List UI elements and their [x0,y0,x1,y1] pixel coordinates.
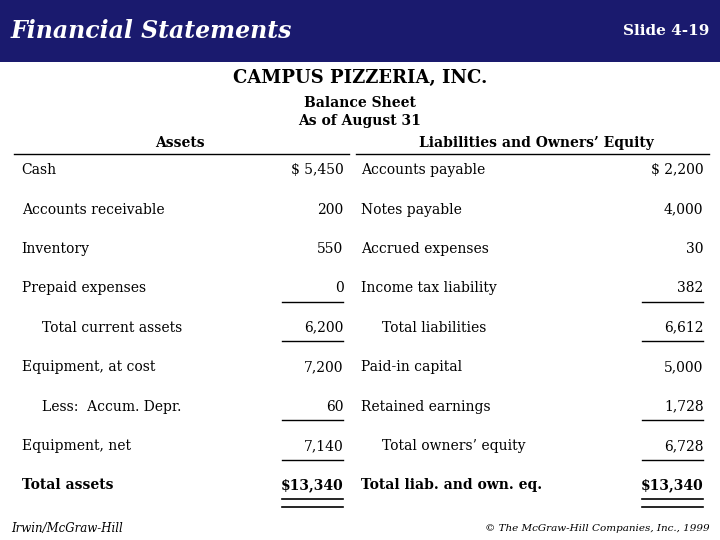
Text: Irwin/McGraw-Hill: Irwin/McGraw-Hill [11,522,122,535]
Text: Total owners’ equity: Total owners’ equity [382,439,525,453]
Text: 6,200: 6,200 [304,321,343,335]
Text: 550: 550 [318,242,343,256]
Text: Assets: Assets [156,136,204,150]
Text: 382: 382 [678,281,703,295]
Text: $ 5,450: $ 5,450 [291,163,343,177]
Text: Accrued expenses: Accrued expenses [361,242,490,256]
Text: Total liabilities: Total liabilities [382,321,486,335]
Text: $13,340: $13,340 [641,478,703,492]
Text: 5,000: 5,000 [664,360,703,374]
Text: 0: 0 [335,281,343,295]
Text: Retained earnings: Retained earnings [361,400,491,414]
Text: Equipment, net: Equipment, net [22,439,130,453]
Text: Accounts receivable: Accounts receivable [22,202,164,217]
Text: Slide 4-19: Slide 4-19 [623,24,709,38]
Text: © The McGraw-Hill Companies, Inc., 1999: © The McGraw-Hill Companies, Inc., 1999 [485,524,709,532]
Text: Less:  Accum. Depr.: Less: Accum. Depr. [42,400,181,414]
Text: Prepaid expenses: Prepaid expenses [22,281,145,295]
Text: 1,728: 1,728 [664,400,703,414]
Text: Notes payable: Notes payable [361,202,462,217]
Text: Equipment, at cost: Equipment, at cost [22,360,155,374]
Text: Total assets: Total assets [22,478,113,492]
Text: Financial Statements: Financial Statements [11,19,292,43]
Text: Total liab. and own. eq.: Total liab. and own. eq. [361,478,543,492]
Text: Income tax liability: Income tax liability [361,281,498,295]
Text: Total current assets: Total current assets [42,321,182,335]
Text: Accounts payable: Accounts payable [361,163,486,177]
Text: Balance Sheet: Balance Sheet [304,96,416,110]
Text: 7,140: 7,140 [304,439,343,453]
Text: $13,340: $13,340 [281,478,343,492]
Text: 30: 30 [686,242,703,256]
Text: 60: 60 [326,400,343,414]
Text: 6,728: 6,728 [664,439,703,453]
Text: 7,200: 7,200 [304,360,343,374]
FancyBboxPatch shape [0,0,720,62]
Text: $ 2,200: $ 2,200 [651,163,703,177]
Text: 6,612: 6,612 [664,321,703,335]
Text: 4,000: 4,000 [664,202,703,217]
Text: CAMPUS PIZZERIA, INC.: CAMPUS PIZZERIA, INC. [233,69,487,87]
Text: Paid-in capital: Paid-in capital [361,360,462,374]
Text: Cash: Cash [22,163,57,177]
Text: 200: 200 [318,202,343,217]
Text: Liabilities and Owners’ Equity: Liabilities and Owners’ Equity [419,136,654,150]
Text: Inventory: Inventory [22,242,89,256]
Text: As of August 31: As of August 31 [299,114,421,129]
